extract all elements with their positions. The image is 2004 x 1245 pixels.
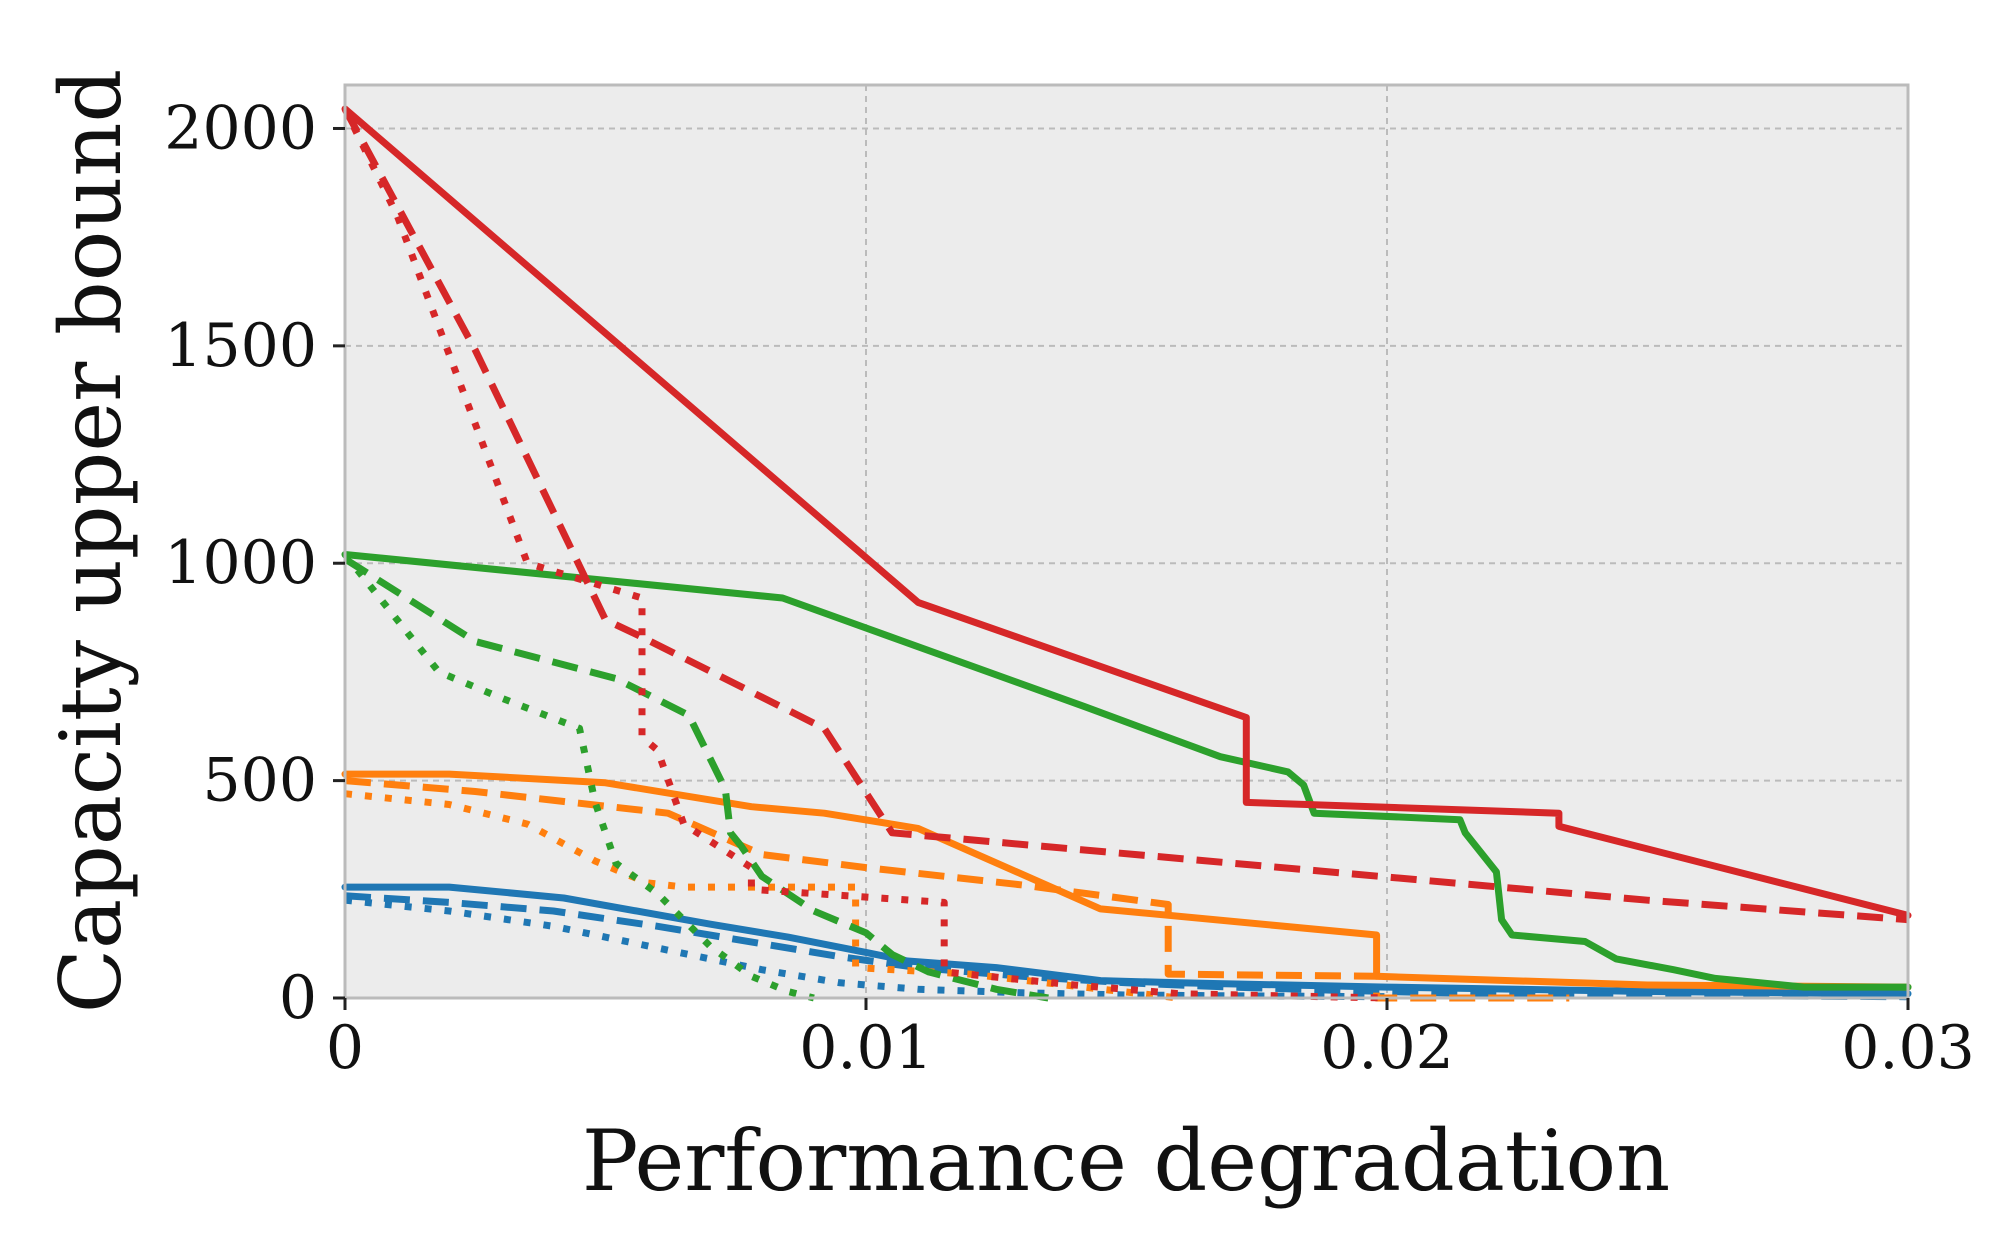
y-tick-label: 500 xyxy=(202,746,317,816)
y-tick-label: 1000 xyxy=(164,528,317,598)
series-line-red-dotted xyxy=(341,107,1388,1002)
x-tick-label: 0.02 xyxy=(1320,1013,1454,1083)
plot-background xyxy=(345,85,1908,998)
plot-frame xyxy=(343,83,1910,1000)
series-lines xyxy=(341,105,1912,1002)
y-axis-title: Capacity upper bound xyxy=(42,69,140,1014)
series-line-red-dashed xyxy=(341,107,1909,924)
series-line-blue-dashed xyxy=(344,892,1909,1001)
series-line-blue-dotted xyxy=(344,896,1388,1001)
x-tick-label: 0.01 xyxy=(799,1013,933,1083)
y-tick-label: 0 xyxy=(279,963,317,1033)
series-line-orange-solid xyxy=(341,770,1912,991)
y-tick-label: 1500 xyxy=(164,311,317,381)
x-tick-label: 0.03 xyxy=(1841,1013,1975,1083)
axis-ticks: 0 0.01 0.02 0.03 0 500 1000 1500 2000 xyxy=(164,93,1975,1083)
series-line-orange-dotted xyxy=(344,790,1179,1002)
grid-lines xyxy=(345,85,1908,998)
x-tick-label: 0 xyxy=(326,1013,364,1083)
series-line-red-solid xyxy=(341,105,1912,919)
series-line-green-dotted xyxy=(342,552,815,1002)
x-axis-title: Performance degradation xyxy=(582,1112,1670,1210)
series-line-blue-solid xyxy=(341,883,1912,998)
y-tick-label: 2000 xyxy=(164,93,317,163)
series-line-green-solid xyxy=(341,551,1912,991)
